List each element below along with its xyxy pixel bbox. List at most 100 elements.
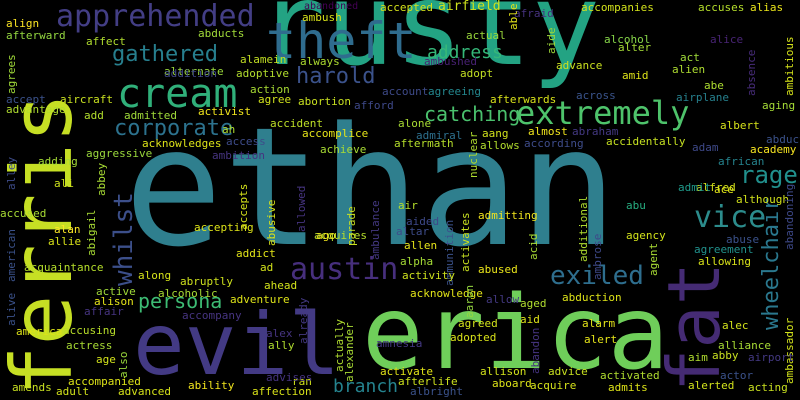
word: airport bbox=[748, 351, 795, 364]
word: erica bbox=[362, 274, 670, 393]
word: address bbox=[427, 42, 503, 63]
word: nuclear bbox=[467, 131, 480, 178]
word: alec bbox=[722, 319, 749, 332]
word: accompanied bbox=[68, 375, 141, 388]
word: according bbox=[524, 137, 584, 150]
word: aang bbox=[482, 127, 509, 140]
word: admitting bbox=[478, 209, 538, 222]
word: evil bbox=[133, 295, 341, 395]
word: admiral bbox=[416, 129, 463, 142]
word: aim bbox=[688, 351, 708, 364]
word: rusty bbox=[257, 0, 601, 91]
word: airplane bbox=[676, 91, 729, 104]
word: amnesia bbox=[376, 337, 423, 350]
word: alice bbox=[710, 33, 744, 46]
word: alternate bbox=[164, 65, 224, 78]
word: along bbox=[138, 269, 172, 282]
word: abduction bbox=[562, 291, 622, 304]
word: abuse bbox=[726, 233, 760, 246]
word: afterward bbox=[6, 29, 66, 42]
word: action bbox=[250, 83, 290, 96]
word: aggressive bbox=[86, 147, 153, 160]
word: air bbox=[398, 199, 418, 212]
word: advance bbox=[556, 59, 603, 72]
word: alarm bbox=[582, 317, 616, 330]
word: actress bbox=[66, 339, 113, 352]
word: acid bbox=[527, 233, 540, 261]
word: abused bbox=[478, 263, 518, 276]
word: acquaintance bbox=[24, 261, 104, 274]
word: alliance bbox=[718, 339, 771, 352]
word: rage bbox=[740, 161, 798, 189]
word: vice bbox=[694, 200, 767, 235]
word: alter bbox=[618, 41, 652, 54]
word: adding bbox=[38, 155, 78, 168]
word: extremely bbox=[516, 94, 690, 132]
word: abbey bbox=[95, 162, 108, 196]
word: accepting bbox=[194, 221, 254, 234]
word: activated bbox=[600, 369, 660, 382]
word: ambushed bbox=[424, 55, 477, 68]
word: abu bbox=[626, 199, 646, 212]
word: additional bbox=[577, 195, 590, 262]
word: ahead bbox=[264, 279, 298, 292]
word: alison bbox=[94, 295, 134, 308]
word: addict bbox=[236, 247, 276, 260]
word: agreeing bbox=[428, 85, 481, 98]
word: cream bbox=[117, 71, 238, 117]
word: afterlife bbox=[398, 375, 458, 388]
word: ambush bbox=[302, 11, 342, 24]
word: accuses bbox=[698, 1, 745, 14]
word: achieve bbox=[320, 143, 367, 156]
word: ran bbox=[292, 375, 312, 388]
word: albright bbox=[410, 385, 463, 398]
word: acquire bbox=[530, 379, 577, 392]
word: activist bbox=[198, 105, 251, 118]
word: allows bbox=[480, 139, 520, 152]
word: already bbox=[297, 297, 310, 344]
word: agree bbox=[258, 93, 292, 106]
word: whilst bbox=[109, 192, 139, 286]
word: alan bbox=[54, 223, 81, 236]
word: theft bbox=[266, 12, 417, 70]
word: adoptive bbox=[236, 67, 289, 80]
word: admit bbox=[678, 181, 712, 194]
word: aftermath bbox=[394, 137, 454, 150]
word: allison bbox=[480, 365, 527, 378]
word: exiled bbox=[550, 261, 644, 291]
word: affect bbox=[86, 35, 126, 48]
word: corporate bbox=[114, 116, 234, 141]
word: catching bbox=[424, 102, 521, 126]
word: alex bbox=[266, 327, 293, 340]
word: ambrose bbox=[591, 233, 604, 280]
word: admits bbox=[608, 381, 648, 394]
word: aircraft bbox=[60, 93, 113, 106]
word: alexander bbox=[343, 322, 356, 382]
word: branch bbox=[333, 376, 399, 397]
word: aid bbox=[520, 313, 540, 326]
word: accepted bbox=[380, 1, 433, 14]
word: accident bbox=[270, 117, 323, 130]
word: almost bbox=[528, 125, 568, 138]
word: always bbox=[300, 55, 340, 68]
word: activity bbox=[402, 269, 455, 282]
word: ambitious bbox=[783, 36, 796, 96]
word: african bbox=[718, 155, 765, 168]
word: across bbox=[576, 89, 616, 102]
word: abandoning bbox=[783, 183, 796, 250]
word: abruptly bbox=[180, 275, 233, 288]
word: wheelchair bbox=[759, 197, 784, 330]
word: alert bbox=[584, 333, 618, 346]
word: ability bbox=[188, 379, 235, 392]
word: parade bbox=[345, 206, 358, 246]
word: agreed bbox=[458, 317, 498, 330]
word: abandoned bbox=[304, 1, 359, 12]
word: albert bbox=[720, 119, 760, 132]
word: persona bbox=[138, 289, 223, 313]
word: aided bbox=[406, 215, 440, 228]
word: actor bbox=[720, 369, 754, 382]
word: accept bbox=[6, 93, 46, 106]
word: allowed bbox=[295, 185, 308, 232]
word: act bbox=[680, 51, 700, 64]
